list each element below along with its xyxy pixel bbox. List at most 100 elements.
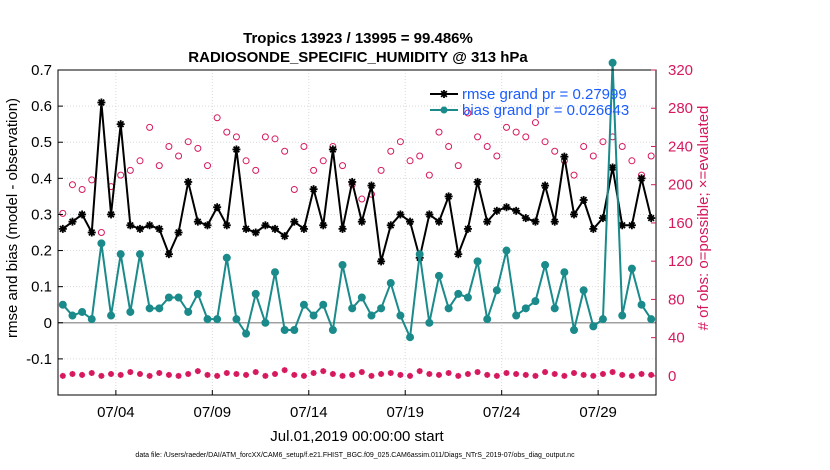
bias-point bbox=[232, 315, 241, 324]
obs-evaluated-point bbox=[291, 371, 298, 378]
rmse-point bbox=[425, 210, 434, 219]
rmse-point bbox=[309, 185, 318, 194]
right-y-tick-label: 240 bbox=[668, 138, 693, 155]
rmse-point bbox=[78, 210, 87, 219]
bias-point bbox=[116, 250, 125, 259]
obs-evaluated-point bbox=[464, 370, 471, 377]
rmse-point bbox=[299, 224, 308, 233]
bias-point bbox=[579, 286, 588, 295]
obs-evaluated-point bbox=[484, 371, 491, 378]
bias-point bbox=[155, 304, 164, 313]
x-tick-label: 07/19 bbox=[386, 404, 424, 421]
bias-point bbox=[348, 304, 357, 313]
obs-possible-point bbox=[117, 171, 125, 179]
right-y-tick-label: 80 bbox=[668, 291, 685, 308]
obs-possible-point bbox=[261, 133, 269, 141]
bias-point bbox=[222, 253, 231, 262]
left-y-tick-label: -0.1 bbox=[26, 351, 52, 368]
obs-possible-point bbox=[618, 142, 626, 150]
bias-point bbox=[135, 250, 144, 259]
bias-point bbox=[627, 264, 636, 273]
right-y-tick-label: 160 bbox=[668, 215, 693, 232]
rmse-point bbox=[521, 214, 530, 223]
obs-evaluated-point bbox=[310, 370, 317, 377]
bias-point bbox=[512, 311, 521, 320]
bias-point bbox=[87, 315, 96, 324]
obs-evaluated-point bbox=[580, 371, 587, 378]
obs-possible-point bbox=[483, 142, 491, 150]
bias-point bbox=[444, 304, 453, 313]
bias-point bbox=[261, 318, 270, 327]
rmse-point bbox=[406, 217, 415, 226]
bias-point bbox=[492, 286, 501, 295]
bias-point bbox=[550, 304, 559, 313]
obs-evaluated-point bbox=[329, 370, 336, 377]
rmse-point bbox=[87, 228, 96, 237]
obs-possible-point bbox=[319, 157, 327, 165]
obs-possible-point bbox=[339, 162, 347, 170]
x-tick-label: 07/04 bbox=[97, 404, 135, 421]
obs-possible-point bbox=[281, 147, 289, 155]
right-y-axis-ticks: 0 40 80 120 160 200 240 280 320 bbox=[651, 62, 693, 385]
chart-title-line1: Tropics 13923 / 13995 = 99.486% bbox=[243, 30, 473, 47]
obs-possible-point bbox=[126, 166, 134, 174]
right-y-axis-label: # of obs: o=possible; ×=evaluated bbox=[695, 106, 712, 331]
obs-evaluated-point bbox=[349, 371, 356, 378]
rmse-point bbox=[386, 221, 395, 230]
data-file-footnote: data file: /Users/raeder/DAI/ATM_forcXX/… bbox=[135, 452, 575, 459]
bias-point bbox=[193, 289, 202, 298]
obs-possible-point bbox=[242, 157, 250, 165]
obs-possible-point bbox=[78, 185, 86, 193]
left-y-tick-label: 0.4 bbox=[31, 170, 52, 187]
rmse-point bbox=[174, 228, 183, 237]
bias-point bbox=[299, 300, 308, 309]
obs-possible-point bbox=[213, 114, 221, 122]
obs-evaluated-point bbox=[426, 370, 433, 377]
bias-point bbox=[68, 311, 77, 320]
plot-frame bbox=[57, 69, 657, 396]
bias-point bbox=[502, 246, 511, 255]
obs-possible-point bbox=[146, 123, 154, 131]
x-tick-label: 07/14 bbox=[290, 404, 328, 421]
rmse-point bbox=[463, 224, 472, 233]
rmse-point bbox=[107, 210, 116, 219]
obs-possible-point bbox=[570, 171, 578, 179]
obs-possible-point bbox=[589, 152, 597, 160]
rmse-point bbox=[116, 120, 125, 129]
bias-point bbox=[406, 333, 415, 342]
obs-evaluated-point bbox=[175, 372, 182, 379]
obs-evaluated-point bbox=[165, 371, 172, 378]
bias-point bbox=[570, 326, 579, 334]
rmse-point bbox=[579, 196, 588, 204]
obs-possible-point bbox=[435, 128, 443, 136]
bias-point bbox=[213, 315, 222, 324]
obs-evaluated-point bbox=[532, 372, 539, 379]
obs-evaluated-point bbox=[561, 372, 568, 379]
chart-title-line2: RADIOSONDE_SPECIFIC_HUMIDITY @ 313 hPa bbox=[188, 49, 528, 66]
rmse-point bbox=[251, 228, 260, 237]
bias-point bbox=[454, 289, 463, 298]
right-y-tick-label: 280 bbox=[668, 100, 693, 117]
rmse-point bbox=[377, 257, 386, 266]
rmse-line bbox=[62, 102, 653, 262]
right-y-tick-label: 40 bbox=[668, 330, 685, 347]
obs-evaluated-point bbox=[435, 371, 442, 378]
obs-evaluated-point bbox=[339, 372, 346, 379]
obs-evaluated-point bbox=[223, 370, 230, 377]
rmse-point bbox=[242, 224, 251, 233]
legend-bias-label: bias grand pr = 0.026643 bbox=[462, 102, 629, 119]
bias-point bbox=[145, 304, 154, 313]
obs-possible-point bbox=[290, 185, 298, 193]
rmse-point bbox=[348, 177, 357, 186]
obs-evaluated-point bbox=[648, 371, 655, 378]
obs-evaluated-point bbox=[320, 368, 327, 375]
x-tick-label: 07/09 bbox=[194, 404, 232, 421]
obs-possible-point bbox=[377, 166, 385, 174]
bias-point bbox=[271, 268, 280, 277]
obs-evaluated-point bbox=[609, 369, 616, 376]
bias-point bbox=[290, 326, 299, 334]
bias-point bbox=[319, 300, 328, 309]
obs-evaluated-point bbox=[108, 370, 115, 377]
bias-point bbox=[184, 307, 193, 316]
